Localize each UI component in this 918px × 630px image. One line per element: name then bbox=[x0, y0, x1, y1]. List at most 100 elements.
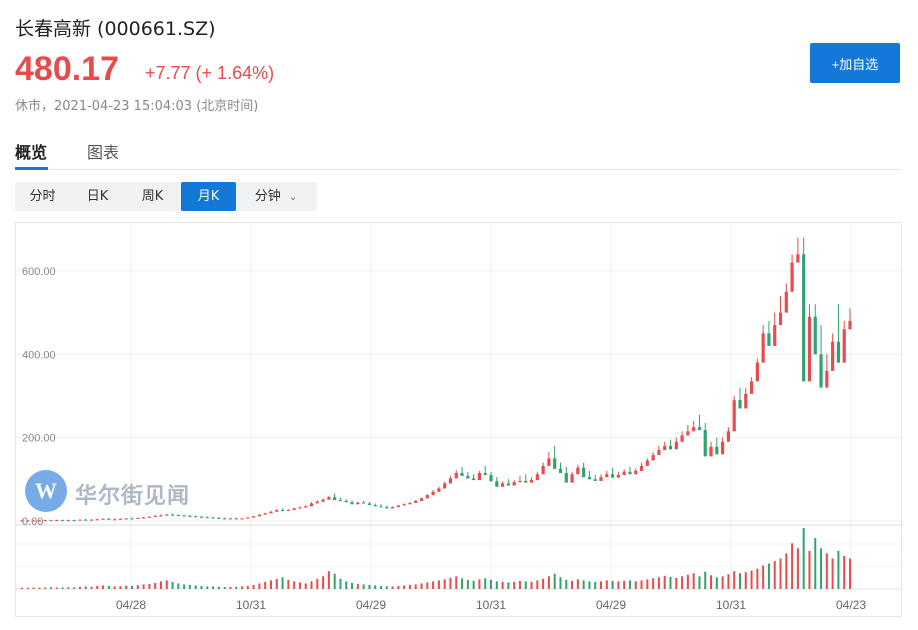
candle-body bbox=[715, 446, 719, 455]
y-tick-label: 0.00 bbox=[22, 516, 43, 528]
volume-bar bbox=[657, 577, 660, 589]
candle-body bbox=[396, 505, 400, 508]
x-tick-label: 04/23 bbox=[836, 598, 866, 612]
volume-bar bbox=[281, 577, 284, 589]
volume-bar bbox=[113, 586, 116, 589]
volume-bar bbox=[524, 581, 527, 589]
volume-bar bbox=[791, 543, 794, 589]
candle-body bbox=[309, 503, 314, 507]
candle-body bbox=[582, 467, 586, 478]
candle-body bbox=[460, 473, 464, 476]
volume-bar bbox=[738, 573, 741, 589]
period-daily-button[interactable]: 日K bbox=[70, 182, 125, 211]
candle-body bbox=[796, 254, 800, 263]
y-tick-label: 200.00 bbox=[22, 433, 56, 445]
watermark-text: 华尔街见闻 bbox=[75, 484, 191, 509]
volume-bar bbox=[385, 586, 388, 589]
candle-body bbox=[437, 488, 441, 492]
candle-body bbox=[153, 515, 157, 517]
volume-bar bbox=[275, 578, 278, 589]
volume-bar bbox=[663, 575, 666, 589]
candle-body bbox=[767, 333, 771, 346]
volume-bar bbox=[136, 585, 139, 589]
period-intraday-button[interactable]: 分时 bbox=[15, 182, 70, 211]
volume-bar bbox=[403, 585, 406, 589]
candle-body bbox=[738, 400, 742, 409]
candle-body bbox=[130, 518, 134, 520]
volume-bar bbox=[165, 580, 168, 589]
candle-body bbox=[634, 470, 638, 475]
candle-body bbox=[292, 508, 296, 511]
period-monthly-button[interactable]: 月K bbox=[181, 182, 236, 211]
volume-bar bbox=[802, 528, 805, 589]
volume-bar bbox=[715, 577, 718, 589]
candle-body bbox=[205, 517, 209, 519]
stock-chart[interactable]: 600.00 400.00 200.00 0.00 04/28 10/31 04/29 10/… bbox=[15, 222, 903, 617]
candle-body bbox=[327, 497, 331, 500]
candle-body bbox=[819, 354, 823, 388]
volume-bar bbox=[107, 585, 110, 589]
stock-title: 长春高新 (000661.SZ) bbox=[15, 18, 216, 40]
candle-body bbox=[524, 480, 528, 483]
candle-body bbox=[500, 483, 505, 487]
tab-chart[interactable]: 图表 bbox=[87, 139, 119, 163]
volume-bar bbox=[241, 586, 244, 589]
candle-body bbox=[118, 518, 123, 520]
volume-bar bbox=[229, 586, 232, 589]
x-tick-label: 04/29 bbox=[356, 598, 386, 612]
volume-bar bbox=[513, 581, 516, 589]
volume-bar bbox=[773, 561, 776, 589]
volume-bar bbox=[623, 580, 626, 589]
chart-canvas: 600.00 400.00 200.00 0.00 04/28 10/31 04/29 10/… bbox=[16, 223, 903, 612]
tab-overview[interactable]: 概览 bbox=[15, 139, 47, 163]
candle-body bbox=[344, 500, 348, 503]
candle-body bbox=[84, 519, 88, 521]
x-tick-label: 04/28 bbox=[116, 598, 146, 612]
candle-body bbox=[697, 427, 702, 431]
add-watchlist-button[interactable]: +加自选 bbox=[810, 43, 900, 83]
candle-body bbox=[275, 510, 279, 512]
volume-bar bbox=[67, 587, 70, 589]
volume-bar bbox=[171, 581, 174, 589]
candle-body bbox=[657, 450, 661, 456]
candle-body bbox=[113, 519, 117, 521]
volume-bar bbox=[727, 574, 730, 589]
candle-body bbox=[518, 480, 522, 483]
volume-bar bbox=[408, 584, 411, 589]
volume-bar bbox=[681, 576, 684, 589]
volume-bar bbox=[849, 558, 851, 589]
candle-body bbox=[124, 518, 128, 520]
volume-bar bbox=[32, 587, 35, 589]
volume-bar bbox=[472, 580, 475, 589]
price-change: +7.77 (+ 1.64%) bbox=[145, 63, 275, 83]
candle-body bbox=[136, 518, 140, 519]
candle-body bbox=[564, 473, 568, 483]
volume-bar bbox=[553, 573, 556, 589]
volume-bar bbox=[362, 584, 365, 589]
candle-body bbox=[663, 445, 667, 451]
volume-bar bbox=[397, 585, 400, 589]
candle-body bbox=[454, 473, 458, 479]
period-minute-label: 分钟 bbox=[254, 189, 281, 204]
candle-body bbox=[356, 502, 360, 505]
volume-bar bbox=[316, 578, 319, 589]
period-weekly-button[interactable]: 周K bbox=[125, 182, 180, 211]
volume-bar bbox=[235, 586, 238, 589]
candle-body bbox=[761, 333, 765, 363]
volume-bar bbox=[484, 578, 487, 589]
candle-body bbox=[778, 312, 783, 326]
volume-bar bbox=[698, 576, 701, 589]
candle-body bbox=[246, 517, 250, 519]
volume-bar bbox=[154, 582, 157, 589]
volume-bar bbox=[611, 580, 614, 589]
candle-body bbox=[321, 499, 325, 502]
candle-body bbox=[20, 520, 24, 522]
candle-body bbox=[813, 316, 817, 355]
candle-body bbox=[790, 262, 794, 292]
period-minute-dropdown[interactable]: 分钟 ⌄ bbox=[241, 182, 311, 211]
candle-body bbox=[651, 455, 655, 461]
volume-bar bbox=[252, 584, 255, 589]
volume-bar bbox=[287, 579, 290, 589]
volume-bar bbox=[21, 587, 23, 589]
candle-body bbox=[709, 446, 713, 457]
